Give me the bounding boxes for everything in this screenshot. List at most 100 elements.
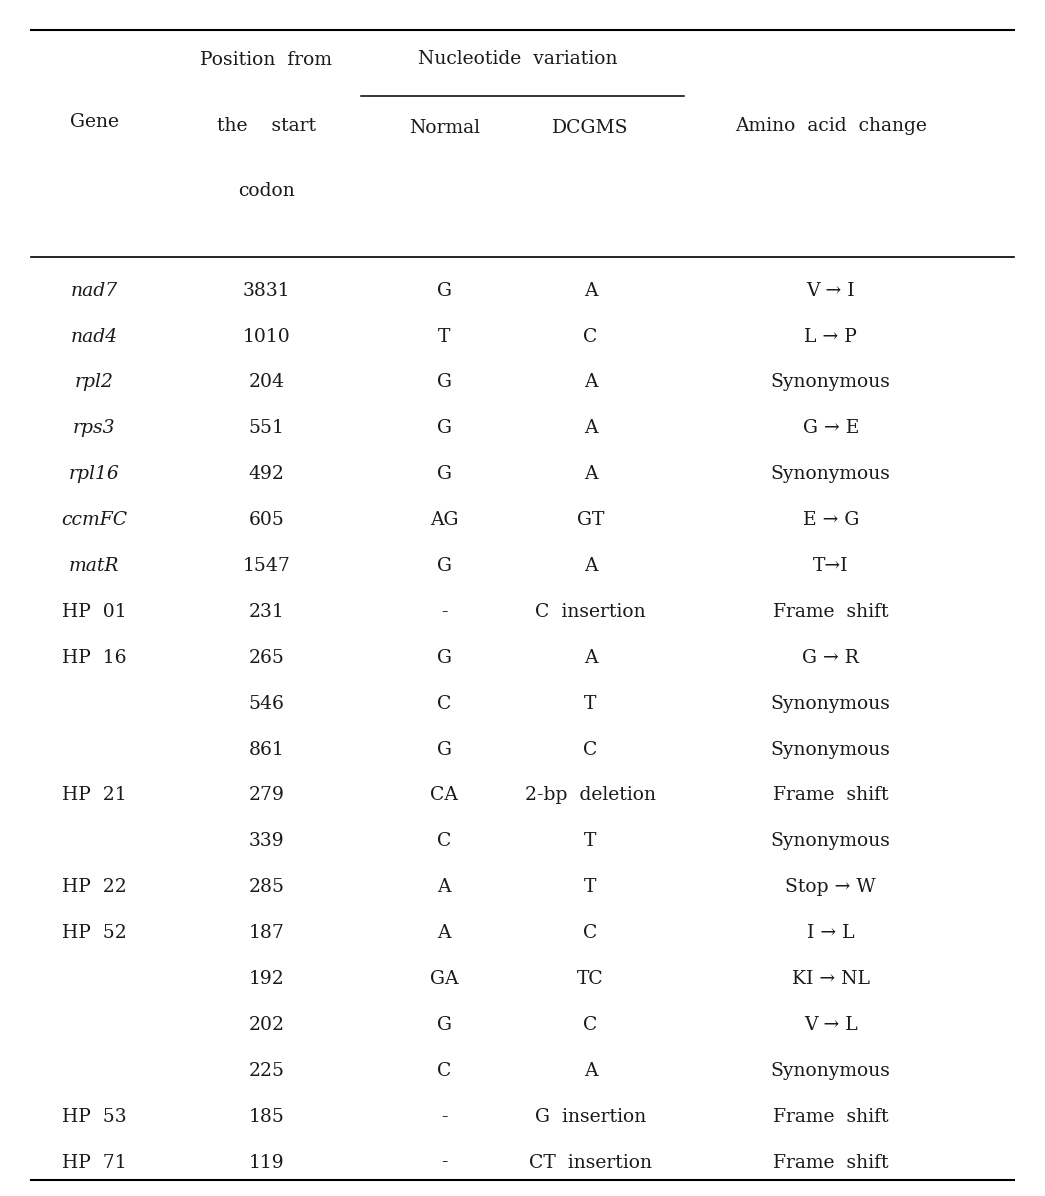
Text: C: C <box>583 740 598 758</box>
Text: the    start: the start <box>217 116 316 135</box>
Text: Gene: Gene <box>70 112 118 132</box>
Text: G: G <box>437 281 451 300</box>
Text: C: C <box>437 1062 451 1080</box>
Text: rpl16: rpl16 <box>69 465 119 483</box>
Text: C: C <box>437 695 451 713</box>
Text: 192: 192 <box>249 970 284 988</box>
Text: Synonymous: Synonymous <box>771 373 890 391</box>
Text: HP  21: HP 21 <box>62 787 126 805</box>
Text: HP  22: HP 22 <box>62 878 126 896</box>
Text: HP  52: HP 52 <box>62 925 126 942</box>
Text: 861: 861 <box>249 740 284 758</box>
Text: L → P: L → P <box>805 328 857 346</box>
Text: CT  insertion: CT insertion <box>529 1153 652 1172</box>
Text: GA: GA <box>429 970 459 988</box>
Text: G → E: G → E <box>803 420 859 438</box>
Text: Position  from: Position from <box>201 50 332 69</box>
Text: nad4: nad4 <box>70 328 118 346</box>
Text: matR: matR <box>69 557 119 575</box>
Text: C  insertion: C insertion <box>535 603 646 621</box>
Text: Nucleotide  variation: Nucleotide variation <box>418 49 617 68</box>
Text: ccmFC: ccmFC <box>61 511 127 529</box>
Text: T: T <box>584 832 597 850</box>
Text: A: A <box>584 1062 597 1080</box>
Text: E → G: E → G <box>803 511 859 529</box>
Text: G → R: G → R <box>803 648 859 666</box>
Text: 187: 187 <box>249 925 284 942</box>
Text: Amino  acid  change: Amino acid change <box>735 116 927 135</box>
Text: A: A <box>584 281 597 300</box>
Text: Synonymous: Synonymous <box>771 695 890 713</box>
Text: 551: 551 <box>249 420 284 438</box>
Text: 2-bp  deletion: 2-bp deletion <box>525 787 656 805</box>
Text: T→I: T→I <box>813 557 849 575</box>
Text: 185: 185 <box>249 1107 284 1125</box>
Text: A: A <box>584 557 597 575</box>
Text: codon: codon <box>238 182 295 201</box>
Text: Normal: Normal <box>409 118 480 138</box>
Text: 1010: 1010 <box>242 328 291 346</box>
Text: -: - <box>441 1153 447 1172</box>
Text: 279: 279 <box>249 787 284 805</box>
Text: nad7: nad7 <box>70 281 118 300</box>
Text: 1547: 1547 <box>242 557 291 575</box>
Text: T: T <box>438 328 450 346</box>
Text: 204: 204 <box>249 373 284 391</box>
Text: AG: AG <box>429 511 459 529</box>
Text: I → L: I → L <box>807 925 855 942</box>
Text: A: A <box>438 925 450 942</box>
Text: HP  71: HP 71 <box>62 1153 126 1172</box>
Text: A: A <box>438 878 450 896</box>
Text: Frame  shift: Frame shift <box>773 787 888 805</box>
Text: 202: 202 <box>249 1015 284 1033</box>
Text: 265: 265 <box>249 648 284 666</box>
Text: G: G <box>437 465 451 483</box>
Text: -: - <box>441 603 447 621</box>
Text: TC: TC <box>577 970 604 988</box>
Text: Frame  shift: Frame shift <box>773 603 888 621</box>
Text: A: A <box>584 648 597 666</box>
Text: HP  16: HP 16 <box>62 648 126 666</box>
Text: G: G <box>437 1015 451 1033</box>
Text: -: - <box>441 1107 447 1125</box>
Text: CA: CA <box>431 787 458 805</box>
Text: 546: 546 <box>249 695 284 713</box>
Text: Synonymous: Synonymous <box>771 465 890 483</box>
Text: V → I: V → I <box>807 281 855 300</box>
Text: 492: 492 <box>249 465 284 483</box>
Text: GT: GT <box>577 511 604 529</box>
Text: rps3: rps3 <box>73 420 115 438</box>
Text: KI → NL: KI → NL <box>792 970 869 988</box>
Text: 225: 225 <box>249 1062 284 1080</box>
Text: G: G <box>437 557 451 575</box>
Text: Frame  shift: Frame shift <box>773 1153 888 1172</box>
Text: Synonymous: Synonymous <box>771 1062 890 1080</box>
Text: 605: 605 <box>249 511 284 529</box>
Text: Stop → W: Stop → W <box>786 878 876 896</box>
Text: C: C <box>583 925 598 942</box>
Text: T: T <box>584 878 597 896</box>
Text: G: G <box>437 373 451 391</box>
Text: HP  01: HP 01 <box>62 603 126 621</box>
Text: DCGMS: DCGMS <box>552 118 629 138</box>
Text: Synonymous: Synonymous <box>771 832 890 850</box>
Text: A: A <box>584 465 597 483</box>
Text: A: A <box>584 373 597 391</box>
Text: HP  53: HP 53 <box>62 1107 126 1125</box>
Text: G: G <box>437 740 451 758</box>
Text: 339: 339 <box>249 832 284 850</box>
Text: C: C <box>583 1015 598 1033</box>
Text: Frame  shift: Frame shift <box>773 1107 888 1125</box>
Text: 119: 119 <box>249 1153 284 1172</box>
Text: G  insertion: G insertion <box>535 1107 646 1125</box>
Text: 231: 231 <box>249 603 284 621</box>
Text: Synonymous: Synonymous <box>771 740 890 758</box>
Text: T: T <box>584 695 597 713</box>
Text: 285: 285 <box>249 878 284 896</box>
Text: rpl2: rpl2 <box>74 373 114 391</box>
Text: C: C <box>583 328 598 346</box>
Text: V → L: V → L <box>804 1015 858 1033</box>
Text: A: A <box>584 420 597 438</box>
Text: C: C <box>437 832 451 850</box>
Text: 3831: 3831 <box>242 281 291 300</box>
